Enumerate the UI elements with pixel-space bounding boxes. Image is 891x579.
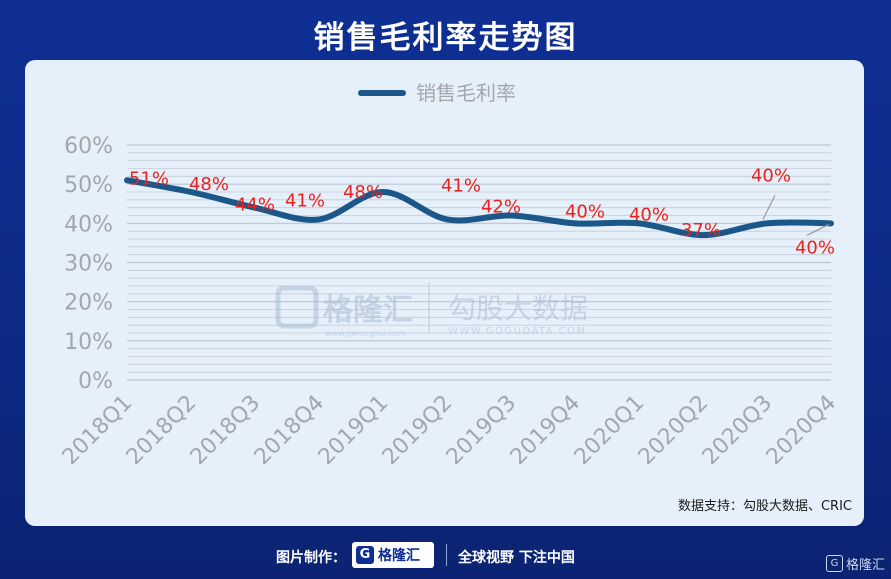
footer-logo-icon: G — [356, 546, 374, 564]
corner-logo-icon: G — [825, 555, 843, 572]
x-tick-label: 2020Q2 — [634, 391, 713, 470]
data-labels: 51% 48%44% 41% 48% 41%42% 40% 40%37%40%40% — [129, 165, 835, 258]
legend: 销售毛利率 — [358, 81, 516, 105]
y-tick-label: 30% — [64, 252, 113, 277]
series-line — [124, 177, 834, 239]
footer-slogan: 全球视野 下注中国 — [458, 550, 575, 566]
data-label: 40% — [795, 237, 835, 258]
y-tick-label: 10% — [64, 330, 113, 355]
chart-card: 格隆汇 www.gelonghui.com 勾股大数据 WWW.GOGUDATA… — [25, 60, 864, 526]
x-tick-label: 2020Q1 — [570, 391, 649, 470]
x-tick-label: 2020Q4 — [762, 391, 841, 470]
watermark-brand-url: www.gelonghui.com — [325, 329, 406, 338]
leader-line — [806, 223, 830, 236]
line-chart: 格隆汇 www.gelonghui.com 勾股大数据 WWW.GOGUDATA… — [58, 81, 841, 470]
data-label: 37% — [681, 220, 721, 241]
footer-logo: G 格隆汇 — [352, 542, 434, 568]
watermark-partner: 勾股大数据 — [448, 292, 588, 325]
x-tick-label: 2019Q3 — [442, 391, 521, 470]
corner-logo-name: 格隆汇 — [845, 558, 885, 573]
data-label: 41% — [285, 190, 325, 211]
x-tick-label: 2019Q4 — [506, 391, 585, 470]
data-label: 42% — [481, 197, 521, 218]
x-tick-label: 2019Q1 — [314, 391, 393, 470]
watermark-brand: 格隆汇 — [323, 293, 413, 328]
footer-credit: 图片制作： — [276, 550, 346, 566]
y-tick-label: 20% — [64, 291, 113, 316]
page-title: 销售毛利率走势图 — [313, 20, 578, 56]
x-tick-label: 2019Q2 — [378, 391, 457, 470]
data-label: 51% — [129, 168, 169, 189]
x-tick-label: 2018Q1 — [58, 391, 137, 470]
y-tick-label: 50% — [64, 173, 113, 198]
x-axis-ticks: 2018Q12018Q22018Q32018Q42019Q12019Q22019… — [58, 391, 841, 470]
y-tick-label: 40% — [64, 212, 113, 237]
legend-swatch — [358, 90, 406, 96]
footer: 图片制作： G 格隆汇 全球视野 下注中国 — [0, 540, 891, 570]
legend-label: 销售毛利率 — [416, 81, 516, 105]
watermark-partner-url: WWW.GOGUDATA.COM — [448, 326, 587, 337]
data-label: 48% — [189, 174, 229, 195]
data-source: 数据支持：勾股大数据、CRIC — [677, 499, 852, 514]
watermark: 格隆汇 www.gelonghui.com 勾股大数据 WWW.GOGUDATA… — [275, 282, 588, 338]
label-leader-lines — [762, 195, 830, 236]
data-label: 40% — [751, 165, 791, 186]
x-tick-label: 2018Q2 — [122, 391, 201, 470]
y-tick-label: 0% — [78, 369, 113, 394]
x-tick-label: 2018Q4 — [250, 391, 329, 470]
footer-divider — [446, 544, 447, 566]
data-label: 44% — [235, 195, 275, 216]
data-label: 48% — [343, 182, 383, 203]
x-tick-label: 2018Q3 — [186, 391, 265, 470]
watermark-divider — [428, 282, 430, 334]
corner-logo: G 格隆汇 — [825, 554, 885, 573]
x-tick-label: 2020Q3 — [698, 391, 777, 470]
footer-logo-name: 格隆汇 — [378, 548, 420, 564]
data-label: 41% — [441, 175, 481, 196]
data-label: 40% — [565, 201, 605, 222]
leader-line — [762, 195, 776, 220]
data-label: 40% — [629, 204, 669, 225]
watermark-logo-icon — [275, 285, 319, 329]
gridlines — [127, 144, 831, 381]
y-axis-ticks: 0% 10% 20% 30% 40% 50% 60% — [64, 134, 113, 394]
y-tick-label: 60% — [64, 134, 113, 159]
